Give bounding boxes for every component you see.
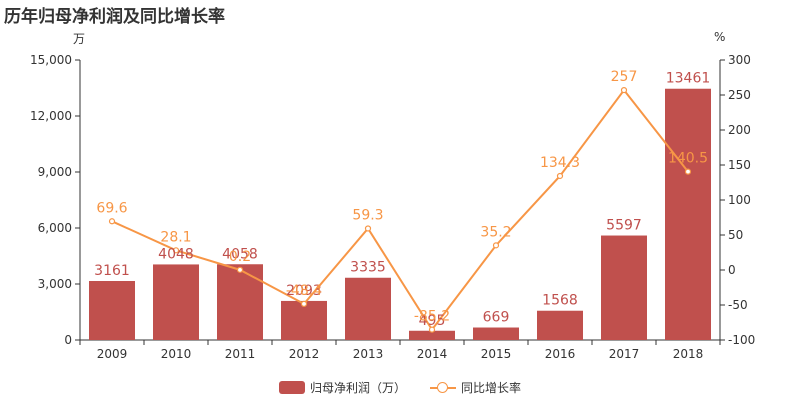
growth-line xyxy=(111,88,689,332)
bar-value-label: 3335 xyxy=(350,260,386,276)
line-value-label: 59.3 xyxy=(352,207,383,223)
right-axis-tick-label: 200 xyxy=(728,123,751,137)
legend-item-line[interactable]: 同比增长率 xyxy=(430,379,521,396)
bar-value-label: 4058 xyxy=(222,246,258,262)
bar xyxy=(89,280,135,340)
bar-value-label: 13461 xyxy=(666,71,711,87)
x-axis-tick-label: 2009 xyxy=(97,347,128,361)
left-axis-tick-label: 12,000 xyxy=(30,109,72,123)
right-axis-tick-label: 300 xyxy=(728,53,751,67)
line-value-label: -85.2 xyxy=(414,309,450,325)
x-axis-tick-label: 2017 xyxy=(609,347,640,361)
bar xyxy=(345,277,391,340)
x-axis-tick-label: 2016 xyxy=(545,347,576,361)
bar xyxy=(281,300,327,340)
line-point xyxy=(428,326,436,333)
bar-value-label: 1568 xyxy=(542,293,578,309)
line-point xyxy=(684,168,692,175)
x-axis-tick-label: 2015 xyxy=(481,347,512,361)
right-axis-tick-label: 100 xyxy=(728,193,751,207)
line-value-label: -48.4 xyxy=(286,283,322,299)
line-point xyxy=(556,172,564,180)
x-axis-tick-label: 2018 xyxy=(673,347,704,361)
right-axis-tick-label: 0 xyxy=(728,263,736,277)
legend-item-bar[interactable]: 归母净利润（万） xyxy=(278,379,406,396)
left-axis-tick-label: 0 xyxy=(64,333,72,347)
line-point xyxy=(492,242,500,249)
bar-value-label: 669 xyxy=(483,310,510,326)
right-axis-tick-label: -50 xyxy=(728,298,748,312)
line-point xyxy=(300,300,308,307)
x-axis-tick-label: 2014 xyxy=(417,347,448,361)
left-axis-tick-label: 15,000 xyxy=(30,53,72,67)
bar-value-label: 5597 xyxy=(606,218,642,234)
line-point xyxy=(108,218,116,225)
line-value-label: 69.6 xyxy=(96,200,127,216)
bar xyxy=(153,264,199,340)
left-axis-unit: 万 xyxy=(73,32,86,46)
line-point xyxy=(172,247,180,254)
bar xyxy=(409,330,455,340)
bar xyxy=(665,88,711,340)
bar-value-label: 4048 xyxy=(158,246,194,262)
left-axis-tick-label: 6,000 xyxy=(38,221,72,235)
bar xyxy=(537,310,583,340)
bar xyxy=(217,264,263,340)
legend-line-label: 同比增长率 xyxy=(461,380,522,395)
legend-bar-swatch xyxy=(278,380,305,394)
bar-value-label: 2093 xyxy=(286,283,322,299)
x-axis-tick-label: 2013 xyxy=(353,347,384,361)
line-point xyxy=(236,266,244,273)
left-axis-tick-label: 3,000 xyxy=(38,277,72,291)
bar-value-label: 3161 xyxy=(94,263,130,279)
line-value-label: 257 xyxy=(611,69,638,85)
x-axis-tick-label: 2010 xyxy=(161,347,192,361)
line-value-label: 0.2 xyxy=(229,249,251,265)
legend: 归母净利润（万） 同比增长率 xyxy=(0,378,800,396)
x-axis-tick-label: 2012 xyxy=(289,347,320,361)
legend-line-swatch xyxy=(430,381,456,394)
line-point xyxy=(364,225,372,232)
legend-bar-label: 归母净利润（万） xyxy=(309,380,406,395)
left-axis-tick-label: 9,000 xyxy=(38,165,72,179)
x-axis-tick-label: 2011 xyxy=(225,347,256,361)
bar-value-label: 495 xyxy=(419,313,446,329)
bar xyxy=(601,235,647,340)
right-axis-tick-label: 250 xyxy=(728,88,751,102)
bar xyxy=(473,327,519,340)
line-value-label: 134.3 xyxy=(540,155,580,171)
line-value-label: 140.5 xyxy=(668,151,708,167)
line-value-label: 28.1 xyxy=(160,229,191,245)
chart-title: 历年归母净利润及同比增长率 xyxy=(4,7,225,27)
right-axis-tick-label: 50 xyxy=(728,228,743,242)
right-axis-tick-label: 150 xyxy=(728,158,751,172)
line-point xyxy=(620,86,628,94)
line-value-label: 35.2 xyxy=(480,224,511,240)
right-axis-tick-label: -100 xyxy=(728,333,755,347)
right-axis-unit: % xyxy=(714,30,726,44)
